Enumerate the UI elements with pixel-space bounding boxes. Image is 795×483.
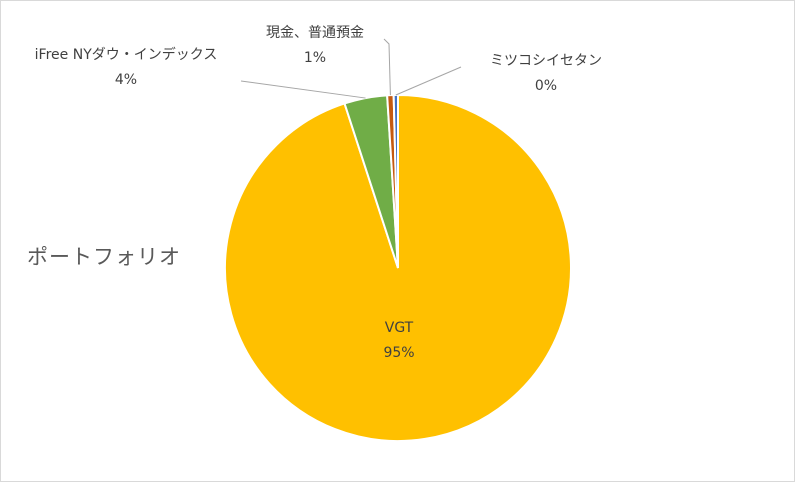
chart-title: ポートフォリオ [27, 245, 181, 269]
data-label-ifree-ny-dow: iFree NYダウ・インデックス 4% [35, 43, 218, 93]
data-label-percent: 0% [534, 78, 558, 94]
data-label-category: VGT [384, 320, 414, 336]
leader-line-cash-savings [383, 38, 391, 96]
data-label-category: iFree NYダウ・インデックス [34, 47, 218, 63]
data-label-mitsukoshi-isetan: ミツコシイセタン 0% [490, 49, 602, 99]
data-label-percent: 4% [114, 72, 138, 88]
data-label-category: ミツコシイセタン [490, 53, 602, 69]
data-label-vgt: VGT 95% [383, 316, 414, 366]
data-label-category: 現金、普通預金 [266, 25, 364, 41]
data-label-cash-savings: 現金、普通預金 1% [266, 21, 364, 71]
data-label-percent: 95% [383, 345, 415, 361]
leader-line-mitsukoshi-isetan [395, 66, 462, 96]
pie-slice-mitsukoshi-isetan [392, 93, 399, 269]
data-label-percent: 1% [303, 50, 327, 66]
leader-line-ifree-ny-dow [240, 80, 366, 99]
